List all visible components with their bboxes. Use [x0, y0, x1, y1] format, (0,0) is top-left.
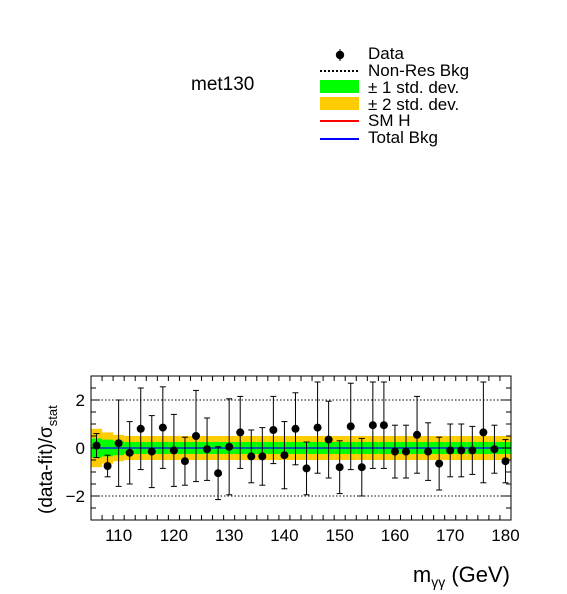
data-point [225, 442, 234, 451]
data-point [501, 457, 510, 466]
legend-item-totalbkg: Total Bkg [320, 128, 438, 147]
data-point [147, 447, 156, 456]
x-tick-label: 150 [325, 526, 353, 545]
residual-plot: 110 120 130 140 150 160 170 180 −2 0 2 [66, 375, 520, 545]
data-point [103, 462, 112, 470]
data-point [247, 452, 256, 461]
data-point [258, 452, 267, 461]
legend-label-2sigma: ± 2 std. dev. [368, 95, 459, 114]
legend-item-1sigma: ± 1 std. dev. [320, 78, 459, 97]
data-point [346, 422, 355, 431]
data-point [313, 423, 322, 432]
data-point [479, 428, 488, 437]
y-tick-label: −2 [66, 487, 85, 506]
legend-label-smh: SM H [368, 111, 411, 130]
legend-2sigma-box [320, 97, 359, 110]
x-tick-label: 110 [105, 526, 132, 545]
y-tick-label: 0 [76, 439, 85, 458]
data-points [92, 381, 510, 501]
x-axis-title-m: m [413, 562, 431, 587]
x-tick-label: 140 [270, 526, 298, 545]
y-tick-label: 2 [76, 391, 85, 410]
data-point [169, 446, 178, 455]
data-point [158, 423, 167, 432]
legend-item-2sigma: ± 2 std. dev. [320, 95, 459, 114]
data-point [291, 424, 300, 433]
x-axis-title-sub: γγ [431, 574, 445, 590]
data-point [214, 469, 223, 478]
x-tick-label: 170 [436, 526, 464, 545]
legend-1sigma-box [320, 80, 359, 93]
data-point [280, 451, 289, 460]
y-axis-title-main: (data-fit)/σ [36, 426, 57, 514]
x-axis-title-unit: (GeV) [445, 562, 510, 587]
x-tick-label: 130 [215, 526, 243, 545]
data-point [203, 445, 212, 454]
data-point [390, 447, 399, 456]
legend-label-nonres: Non-Res Bkg [368, 61, 469, 80]
data-point [379, 421, 388, 430]
x-tick-label: 120 [160, 526, 188, 545]
legend-item-smh: SM H [320, 111, 411, 130]
data-point [357, 463, 366, 472]
x-tick-label: 160 [381, 526, 409, 545]
data-point [413, 430, 422, 439]
data-point [424, 447, 433, 456]
data-point [236, 428, 245, 437]
legend-label-totalbkg: Total Bkg [368, 128, 438, 147]
data-point [324, 435, 333, 444]
legend-item-nonres: Non-Res Bkg [320, 61, 469, 80]
data-point [136, 424, 145, 433]
data-point [302, 464, 311, 473]
legend-item-data: Data [335, 44, 404, 63]
data-point [490, 445, 499, 454]
x-tick-label: 180 [491, 526, 519, 545]
data-point [368, 421, 377, 430]
data-point [269, 426, 278, 434]
data-point [335, 463, 344, 472]
data-point [457, 446, 466, 455]
axis-ticks: 110 120 130 140 150 160 170 180 −2 0 2 [66, 375, 520, 545]
data-point [114, 439, 123, 448]
legend-label-data: Data [368, 44, 404, 63]
legend-data-marker [335, 50, 345, 60]
reference-lines [91, 399, 511, 497]
data-point [192, 432, 200, 440]
y-axis-title: (data-fit)/σstat [36, 405, 60, 514]
data-point [435, 459, 444, 468]
data-point [468, 446, 477, 455]
x-axis-title: mγγ (GeV) [413, 562, 510, 590]
legend-label-1sigma: ± 1 std. dev. [368, 78, 459, 97]
data-point [180, 457, 189, 466]
category-label: met130 [191, 74, 254, 95]
legend: Data Non-Res Bkg ± 1 std. dev. ± 2 std. … [320, 44, 469, 147]
data-point [125, 448, 134, 457]
y-axis-title-sub: stat [45, 405, 60, 426]
data-point [402, 447, 410, 456]
data-point [446, 446, 455, 455]
